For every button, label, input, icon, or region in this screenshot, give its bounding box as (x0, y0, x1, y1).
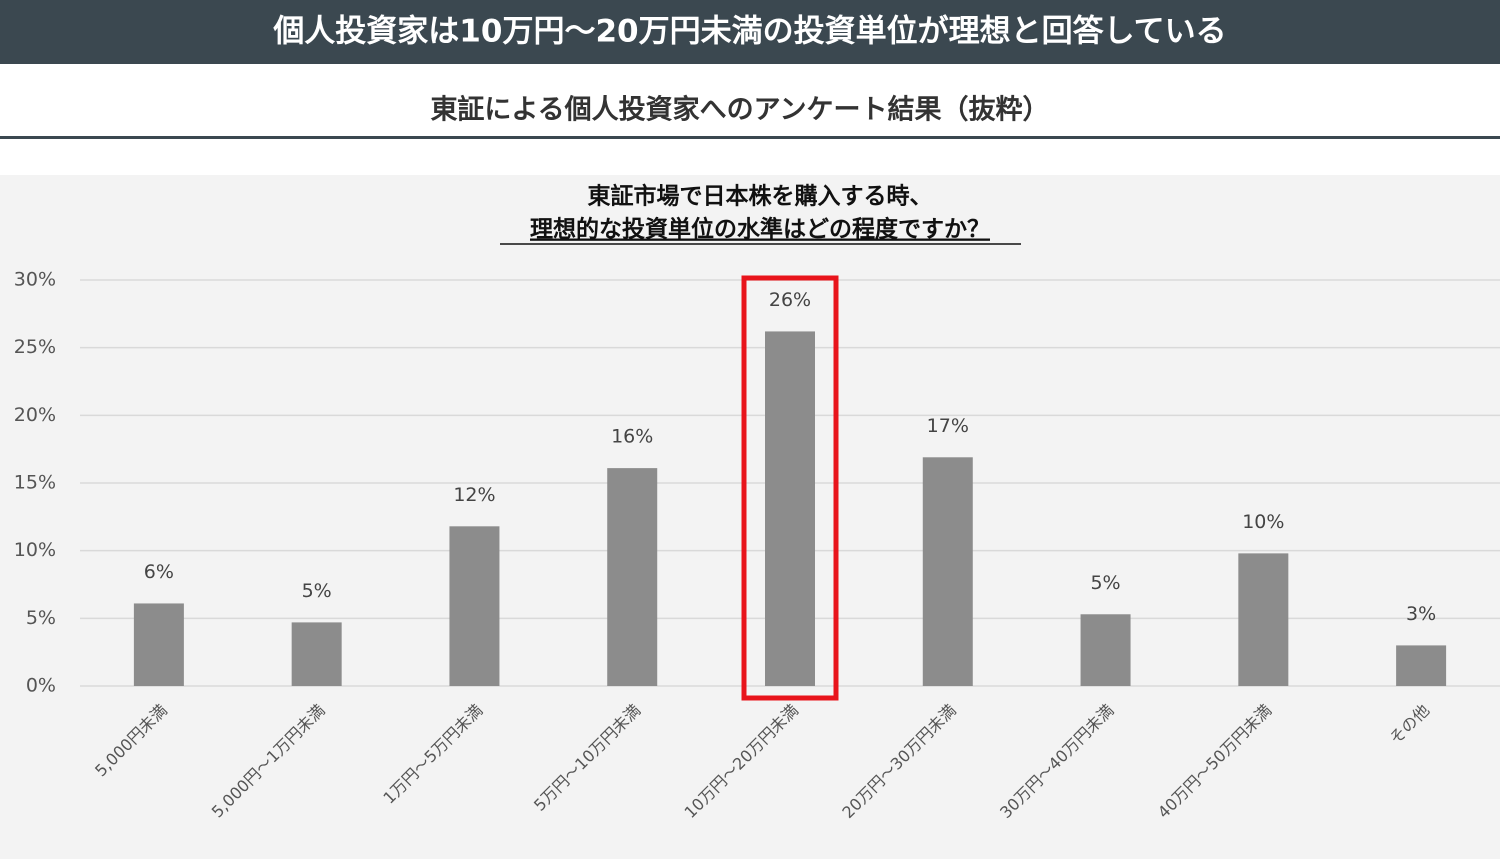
bar (607, 468, 658, 686)
bar (922, 457, 973, 686)
data-label: 12% (453, 484, 495, 506)
slide-subtitle: 東証による個人投資家へのアンケート結果（抜粋） (430, 94, 1049, 126)
y-tick-label: 15% (14, 472, 56, 494)
highlight-box (741, 275, 839, 701)
bar (449, 526, 500, 686)
data-label: 5% (302, 580, 332, 602)
y-tick-label: 10% (14, 539, 56, 561)
bar (1396, 645, 1447, 686)
data-label: 5% (1090, 572, 1120, 594)
data-label: 10% (1242, 511, 1284, 533)
data-label: 3% (1406, 603, 1436, 625)
chart-title: 東証市場で日本株を購入する時、 (588, 183, 933, 210)
data-label: 6% (144, 561, 174, 583)
y-tick-label: 20% (14, 404, 56, 426)
bar (133, 603, 184, 686)
data-label: 26% (769, 289, 811, 311)
chart-title: 理想的な投資単位の水準はどの程度ですか？ (530, 216, 990, 243)
chart-area (0, 175, 1500, 859)
bar (291, 622, 342, 686)
y-tick-label: 25% (14, 336, 56, 358)
y-tick-label: 0% (26, 675, 56, 697)
divider (0, 136, 1500, 139)
y-tick-label: 5% (26, 607, 56, 629)
y-tick-label: 30% (14, 269, 56, 291)
data-label: 17% (927, 415, 969, 437)
header-bar (0, 0, 1500, 64)
bar (1238, 553, 1289, 686)
bar (765, 331, 815, 686)
slide-title: 個人投資家は10万円～20万円未満の投資単位が理想と回答している (272, 14, 1226, 50)
bar (1080, 614, 1131, 686)
data-label: 16% (611, 426, 653, 448)
